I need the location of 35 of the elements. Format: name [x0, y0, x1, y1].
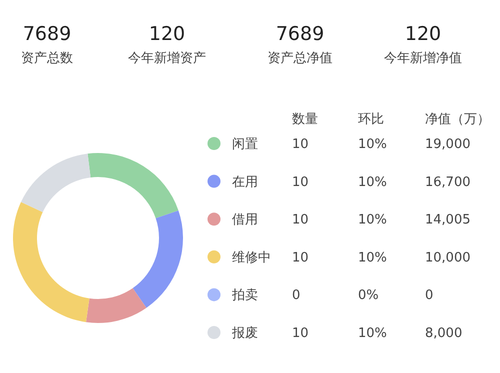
text: 10 — [292, 250, 309, 266]
text: 今年新增净值 — [384, 51, 462, 66]
category-label: 净值（万） — [425, 112, 490, 127]
legend-label: 维修中 — [232, 250, 271, 266]
text: 资产总数 — [21, 51, 73, 66]
text: 10 — [292, 137, 309, 152]
legend-label: 在用 — [232, 174, 258, 190]
text: 资产总净值 — [268, 51, 332, 66]
text: 10,000 — [425, 250, 470, 266]
text: 0 — [425, 288, 434, 304]
text: 10 — [292, 326, 309, 341]
text: 10% — [358, 250, 387, 266]
text: 10% — [358, 326, 387, 341]
text: 120 — [404, 23, 442, 45]
text: 8,000 — [425, 326, 462, 341]
legend-label: 报废 — [231, 326, 258, 341]
text: 16,700 — [425, 174, 470, 190]
text: 0% — [358, 288, 379, 304]
text: 19,000 — [425, 137, 470, 152]
category-label: 数量 — [292, 112, 318, 127]
text: 120 — [148, 23, 186, 45]
text: 14,005 — [425, 212, 470, 228]
text: 10% — [358, 137, 387, 152]
legend-label: 拍卖 — [231, 288, 258, 304]
text: 10% — [358, 174, 387, 190]
text: 7689 — [22, 23, 72, 45]
text: 0 — [292, 288, 300, 304]
text: 10 — [292, 212, 309, 228]
text: 7689 — [276, 23, 324, 45]
text: 10% — [358, 212, 387, 228]
text: 今年新增资产 — [128, 51, 206, 66]
legend-label: 借用 — [232, 212, 258, 228]
category-label: 环比 — [358, 112, 384, 127]
text: 10 — [292, 174, 309, 190]
legend-label: 闲置 — [232, 137, 258, 152]
